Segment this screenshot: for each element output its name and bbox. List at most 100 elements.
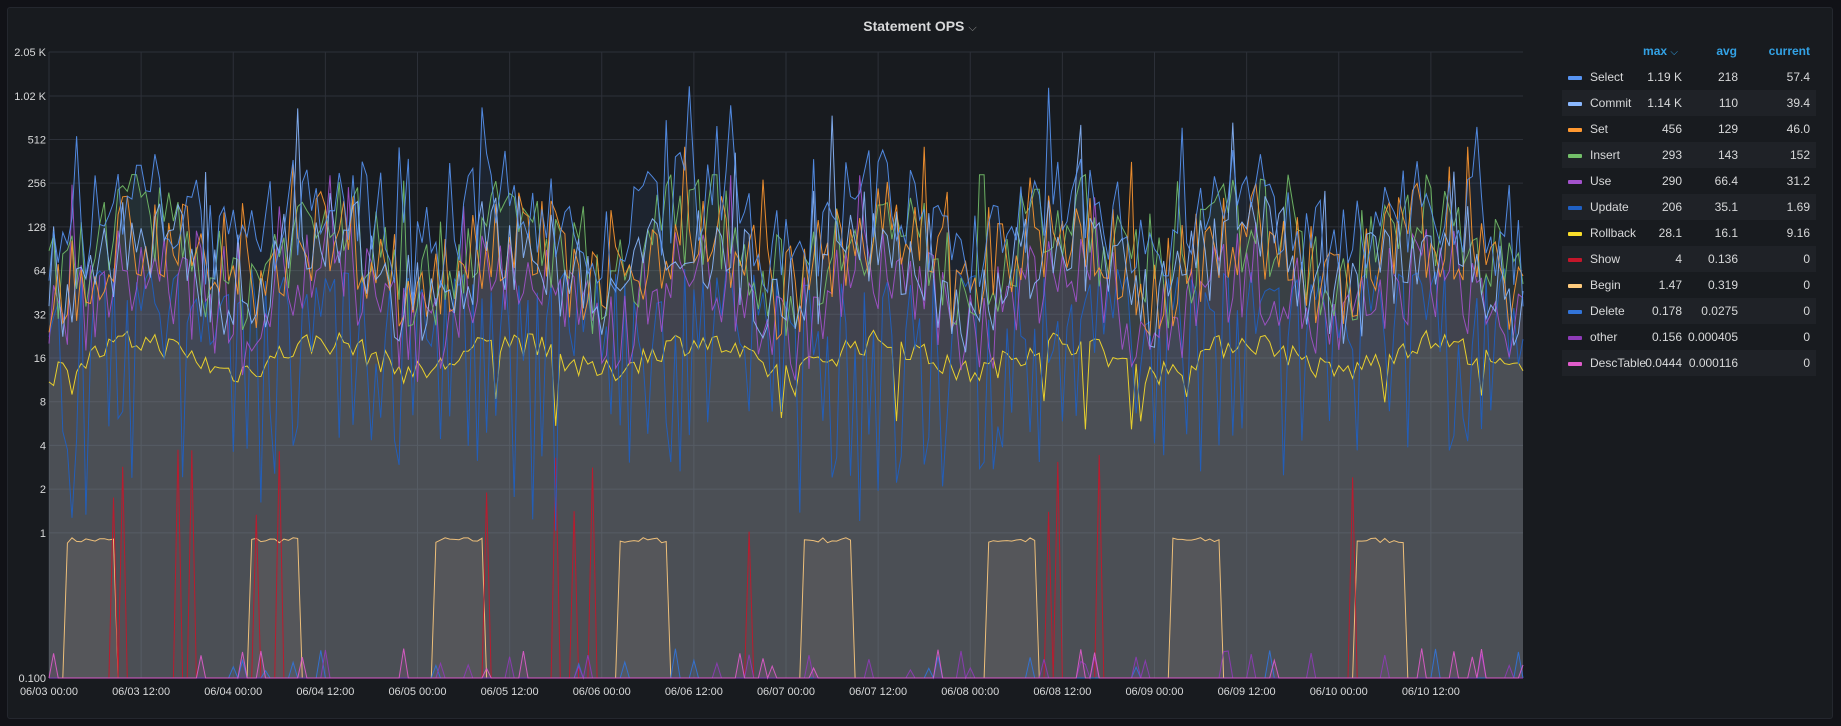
- legend-avg: 129: [1717, 122, 1738, 136]
- y-tick-label: 512: [28, 134, 46, 146]
- panel-title-text: Statement OPS: [863, 18, 965, 34]
- legend-series-name: other: [1590, 330, 1618, 344]
- legend-avg: 0.319: [1707, 278, 1738, 292]
- statement-ops-panel: Statement OPS ⌵: [7, 7, 1833, 719]
- legend-series-name: Begin: [1590, 278, 1621, 292]
- y-tick-label: 4: [40, 440, 46, 452]
- series-swatch: [1568, 206, 1582, 210]
- legend-row[interactable]: Insert 293 143 152: [1562, 142, 1816, 168]
- legend-current: 0: [1803, 252, 1810, 266]
- series-line-update: [48, 267, 1524, 531]
- legend-avg: 0.000116: [1688, 356, 1738, 370]
- chevron-down-icon[interactable]: ⌵: [968, 22, 977, 34]
- series-line-desctable: [48, 648, 1524, 680]
- y-tick-label: 64: [34, 266, 46, 278]
- legend-max: 1.14 K: [1647, 96, 1682, 110]
- legend-series-name: Commit: [1590, 96, 1632, 110]
- legend-row[interactable]: DescTable 0.0444 0.000116 0: [1562, 350, 1816, 376]
- legend-header-avg[interactable]: avg: [1716, 44, 1737, 58]
- x-axis: 06/03 00:00 06/03 12:00 06/04 00:00 06/04 1…: [20, 686, 1460, 698]
- legend-current: 152: [1789, 148, 1810, 162]
- x-tick-label: 06/04 12:00: [296, 686, 354, 698]
- series-swatch: [1568, 76, 1582, 80]
- y-tick-label: 1.02 K: [14, 91, 46, 103]
- legend-series-name: DescTable: [1590, 356, 1647, 370]
- legend-row[interactable]: Set 456 129 46.0: [1562, 116, 1816, 142]
- legend-max: 1.47: [1658, 278, 1682, 292]
- legend-series-name: Show: [1590, 252, 1621, 266]
- legend-max: 4: [1675, 252, 1682, 266]
- legend-row[interactable]: other 0.156 0.000405 0: [1562, 324, 1816, 350]
- x-tick-label: 06/08 00:00: [941, 686, 999, 698]
- legend-max: 0.0444: [1645, 356, 1682, 370]
- legend-avg: 143: [1717, 148, 1738, 162]
- series-area-other: [49, 649, 1523, 678]
- series-line-rollback: [48, 329, 1524, 430]
- x-tick-label: 06/05 00:00: [388, 686, 446, 698]
- legend-row[interactable]: Update 206 35.1 1.69: [1562, 194, 1816, 220]
- x-tick-label: 06/10 00:00: [1310, 686, 1368, 698]
- legend-header-current[interactable]: current: [1768, 44, 1810, 58]
- series-swatch: [1568, 362, 1582, 366]
- legend-current: 31.2: [1786, 174, 1810, 188]
- series-swatch: [1568, 154, 1582, 158]
- series-area-rollback: [49, 330, 1523, 678]
- panel-title[interactable]: Statement OPS ⌵: [8, 18, 1832, 35]
- x-tick-label: 06/03 12:00: [112, 686, 170, 698]
- legend-row[interactable]: Begin 1.47 0.319 0: [1562, 272, 1816, 298]
- x-tick-label: 06/10 12:00: [1402, 686, 1460, 698]
- series-area-select: [49, 86, 1523, 679]
- series-swatch: [1568, 284, 1582, 288]
- legend-row[interactable]: Select 1.19 K 218 57.4: [1562, 64, 1816, 90]
- legend-current: 0: [1803, 356, 1810, 370]
- legend-row[interactable]: Show 4 0.136 0: [1562, 246, 1816, 272]
- legend-series-name: Insert: [1590, 148, 1621, 162]
- legend-row[interactable]: Rollback 28.1 16.1 9.16: [1562, 220, 1816, 246]
- legend-current: 46.0: [1786, 122, 1810, 136]
- series-area-set: [49, 146, 1523, 679]
- legend-max: 0.178: [1651, 304, 1682, 318]
- x-tick-label: 06/09 12:00: [1218, 686, 1276, 698]
- legend-max: 456: [1661, 122, 1682, 136]
- y-tick-label: 2.05 K: [14, 47, 46, 59]
- series-swatch: [1568, 180, 1582, 184]
- legend-max: 293: [1661, 148, 1682, 162]
- series-swatch: [1568, 232, 1582, 236]
- x-tick-label: 06/06 12:00: [665, 686, 723, 698]
- legend-avg: 0.0275: [1701, 304, 1738, 318]
- y-tick-label: 128: [28, 222, 46, 234]
- y-tick-label: 32: [34, 309, 46, 321]
- chart-grid: [48, 51, 1523, 679]
- y-tick-label: 16: [34, 353, 46, 365]
- legend-avg: 66.4: [1714, 174, 1738, 188]
- legend-table: max ⌵ avg current Select 1.19 K 218 57.4 Co…: [1562, 40, 1816, 376]
- legend-series-name: Select: [1590, 70, 1624, 84]
- x-tick-label: 06/07 12:00: [849, 686, 907, 698]
- legend-max: 206: [1661, 200, 1682, 214]
- legend-avg: 35.1: [1714, 200, 1738, 214]
- legend-avg: 110: [1718, 96, 1738, 110]
- legend-row[interactable]: Commit 1.14 K 110 39.4: [1562, 90, 1816, 116]
- legend-row[interactable]: Use 290 66.4 31.2: [1562, 168, 1816, 194]
- series-swatch: [1568, 102, 1582, 106]
- legend-avg: 0.000405: [1687, 330, 1738, 344]
- legend-series-name: Set: [1590, 122, 1609, 136]
- legend-series-name: Rollback: [1590, 226, 1637, 240]
- sort-desc-icon: ⌵: [1670, 47, 1678, 58]
- legend-avg: 218: [1717, 70, 1738, 84]
- y-tick-label: 1: [40, 528, 46, 540]
- legend-avg: 0.136: [1707, 252, 1738, 266]
- legend-row[interactable]: Delete 0.178 0.0275 0: [1562, 298, 1816, 324]
- legend-max: 0.156: [1651, 330, 1682, 344]
- series-swatch: [1568, 310, 1582, 314]
- legend-header-max[interactable]: max ⌵: [1643, 44, 1678, 58]
- legend-current: 57.4: [1786, 70, 1810, 84]
- legend-current: 0: [1803, 304, 1810, 318]
- legend-current: 1.69: [1786, 200, 1810, 214]
- legend-avg: 16.1: [1714, 226, 1738, 240]
- y-tick-label: 0.100: [18, 673, 46, 685]
- series-swatch: [1568, 336, 1582, 340]
- x-tick-label: 06/08 12:00: [1033, 686, 1091, 698]
- legend-rows: Select 1.19 K 218 57.4 Commit 1.14 K 110 39.4 …: [1562, 64, 1816, 376]
